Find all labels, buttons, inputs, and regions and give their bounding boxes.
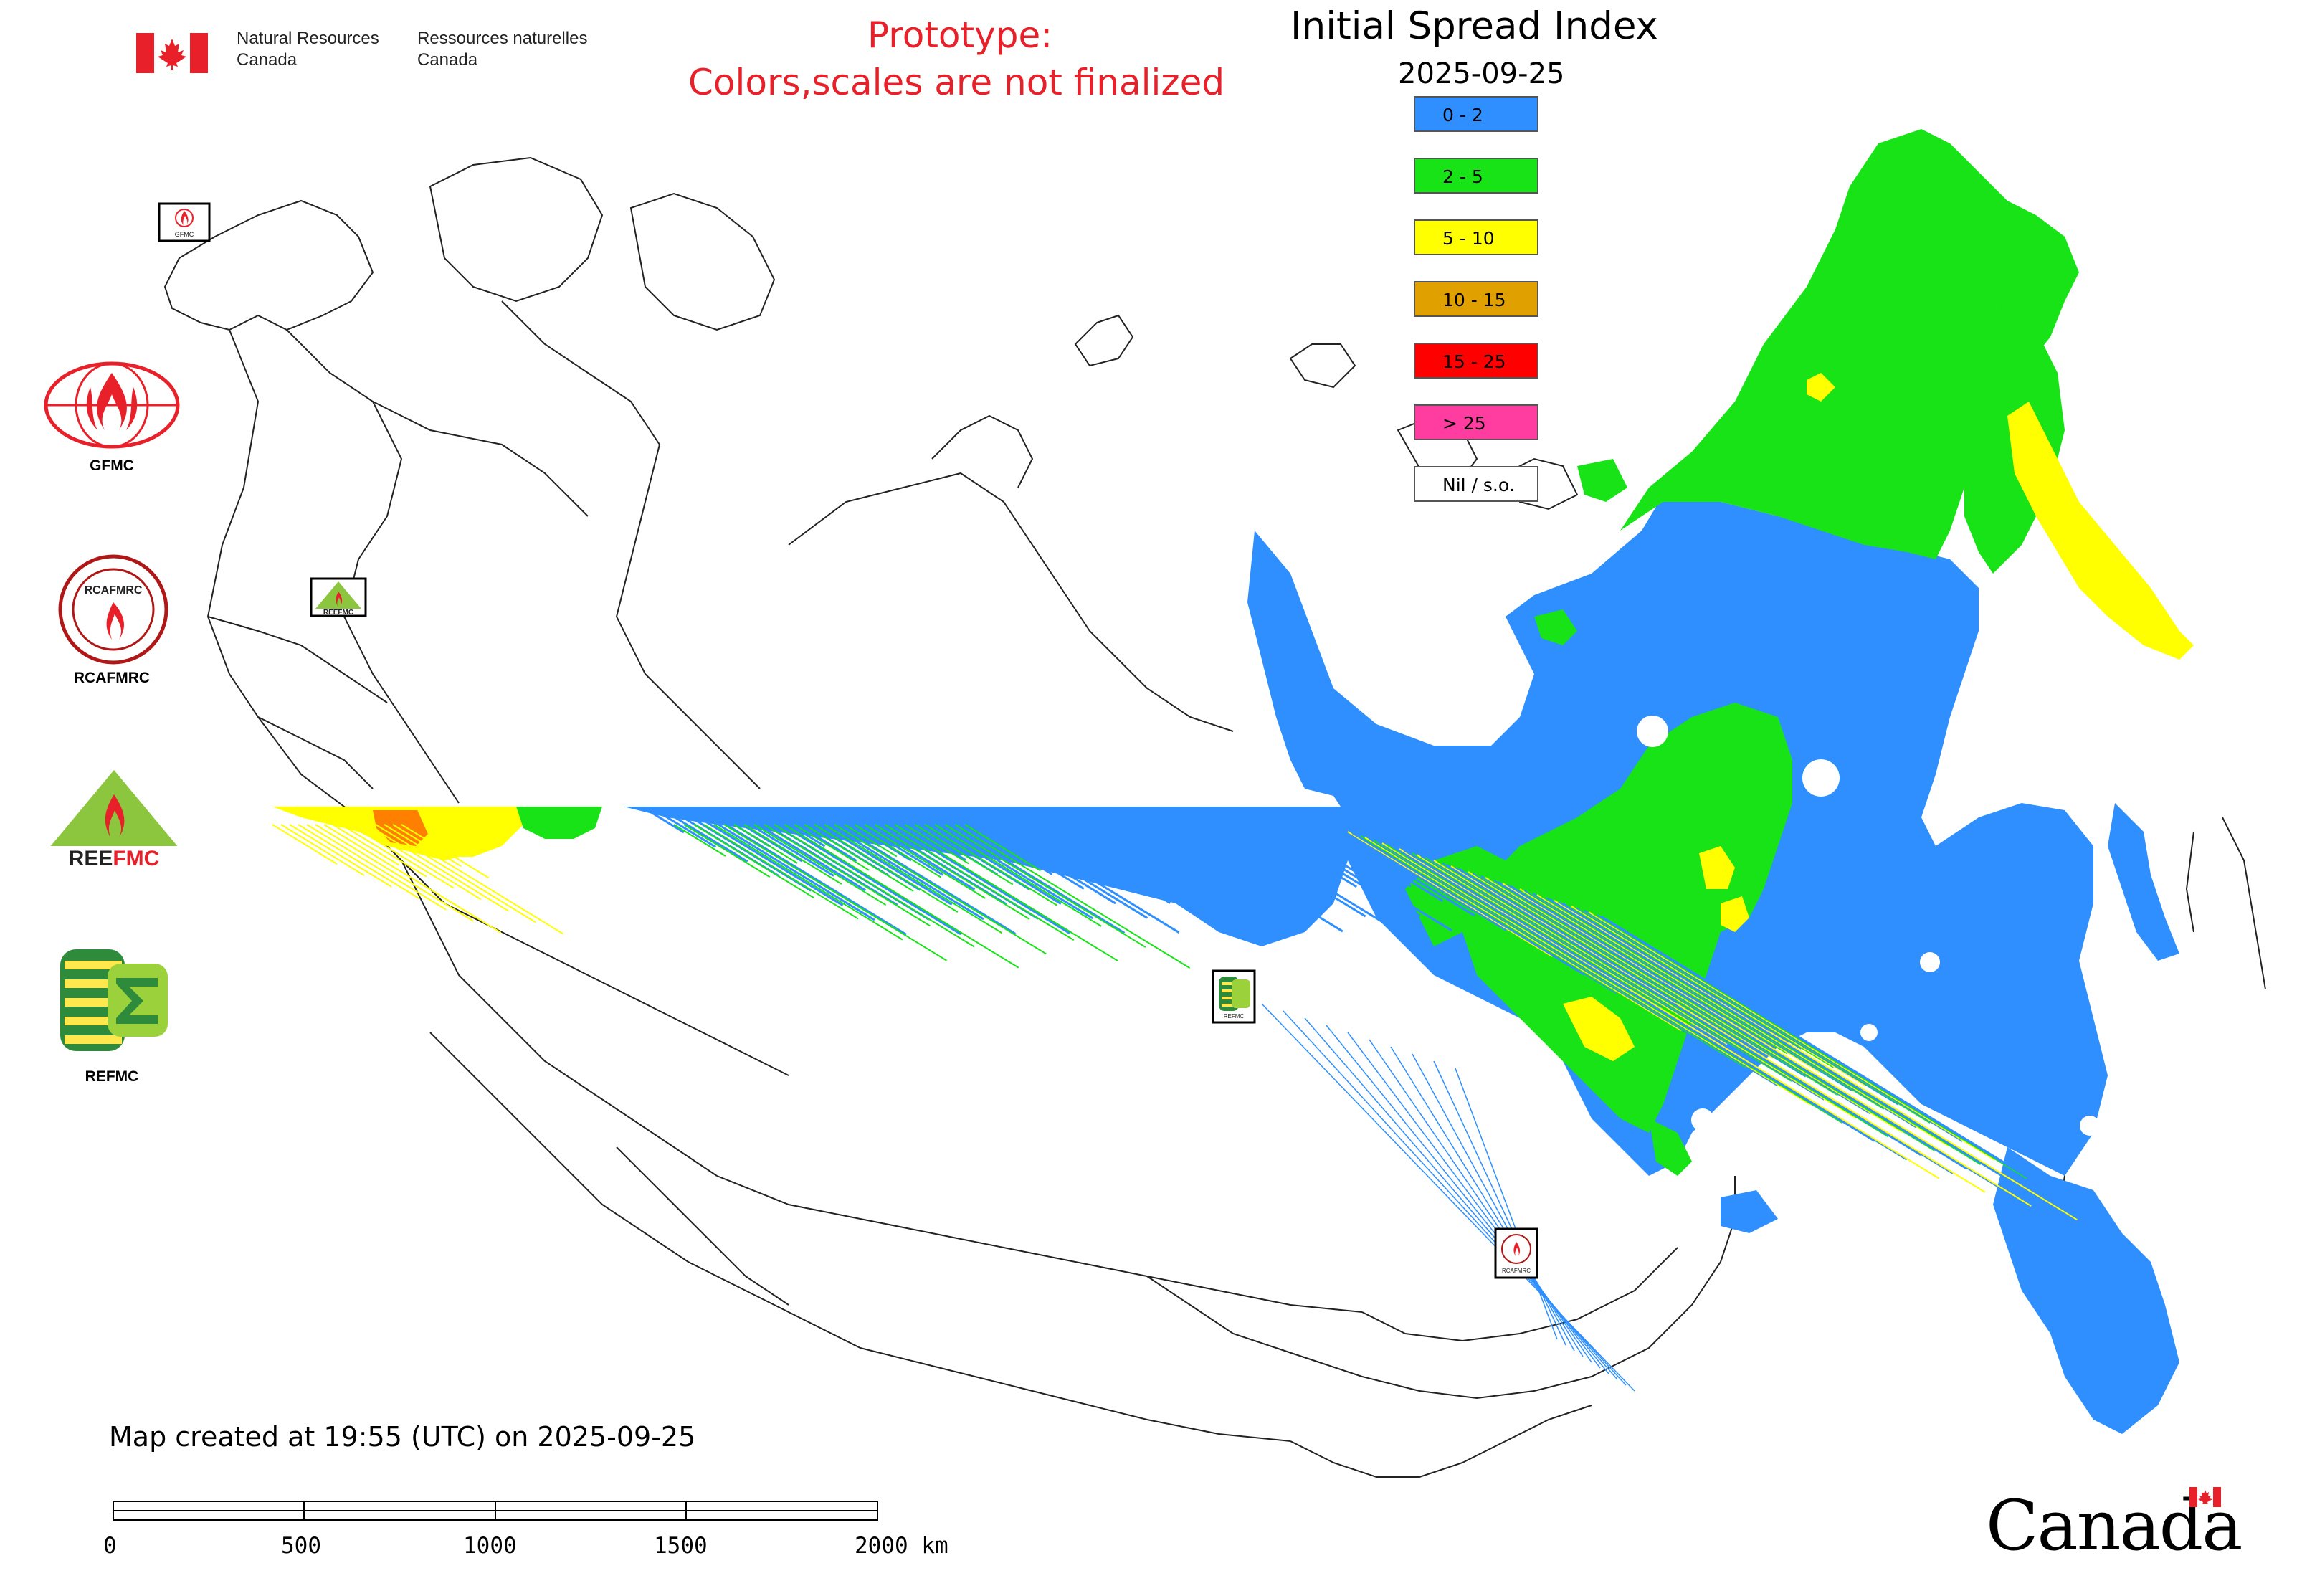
legend-swatch-2: 5 - 10	[1414, 219, 1538, 255]
refmc-logo-label: REFMC	[85, 1068, 139, 1085]
nil-data-spots	[1637, 716, 2100, 1136]
legend-swatch-3: 10 - 15	[1414, 281, 1538, 317]
legend-label-5: > 25	[1442, 413, 1486, 434]
agency-fr-line1: Ressources naturelles	[417, 29, 588, 48]
svg-text:RCAFMRC: RCAFMRC	[85, 584, 143, 597]
isi-class-2-5-region	[1405, 129, 2079, 1176]
western-strip-region	[272, 807, 602, 860]
svg-text:RCAFMRC: RCAFMRC	[1502, 1268, 1531, 1274]
rcafmrc-marker-icon: RCAFMRC	[1494, 1227, 1538, 1279]
svg-text:REEFMC: REEFMC	[69, 847, 160, 870]
admin-boundaries	[163, 156, 2266, 1478]
rcafmrc-seal-icon: RCAFMRC	[58, 554, 168, 665]
legend-label-3: 10 - 15	[1442, 290, 1506, 310]
canada-flag-icon	[136, 33, 208, 73]
legend-swatch-6: Nil / s.o.	[1414, 466, 1538, 502]
scale-label-2000: 2000 km	[855, 1533, 948, 1559]
legend-swatch-4: 15 - 25	[1414, 343, 1538, 379]
scale-label-500: 500	[281, 1533, 321, 1559]
reefmc-triangle-icon: REEFMC	[39, 770, 189, 870]
isi-class-0-2-region	[624, 495, 2179, 1434]
agency-fr-line2: Canada	[417, 50, 478, 70]
scale-bar	[113, 1501, 878, 1521]
legend-swatch-5: > 25	[1414, 404, 1538, 440]
svg-text:REFMC: REFMC	[1224, 1013, 1245, 1020]
legend-label-0: 0 - 2	[1442, 105, 1483, 125]
legend-label-1: 2 - 5	[1442, 166, 1483, 187]
canada-wordmark: Canada	[1986, 1486, 2242, 1566]
agency-en-line2: Canada	[237, 50, 298, 70]
refmc-sigma-icon	[60, 949, 168, 1051]
map-title: Initial Spread Index	[1290, 4, 1658, 48]
gfmc-logo-label: GFMC	[90, 457, 134, 474]
legend-swatch-0: 0 - 2	[1414, 96, 1538, 132]
svg-text:REEFMC: REEFMC	[323, 609, 353, 617]
gfmc-flame-globe-icon	[44, 361, 180, 449]
legend-label-2: 5 - 10	[1442, 228, 1495, 249]
map-date: 2025-09-25	[1398, 57, 1565, 90]
wordmark-flag-icon	[2189, 1487, 2221, 1507]
nrcan-signature: Natural Resources Canada Ressources natu…	[136, 29, 602, 79]
scale-label-0: 0	[103, 1533, 117, 1559]
prototype-notice-line1: Prototype:	[867, 14, 1053, 56]
refmc-marker-icon: REFMC	[1212, 969, 1256, 1024]
agency-en-line1: Natural Resources	[237, 29, 379, 48]
rcafmrc-logo-label: RCAFMRC	[73, 670, 151, 686]
gfmc-marker-icon: GFMC	[158, 202, 211, 242]
svg-text:GFMC: GFMC	[175, 231, 194, 238]
legend-label-6: Nil / s.o.	[1442, 475, 1515, 495]
scale-label-1500: 1500	[654, 1533, 708, 1559]
legend-label-4: 15 - 25	[1442, 351, 1506, 372]
map-created-text: Map created at 19:55 (UTC) on 2025-09-25	[109, 1421, 696, 1453]
reefmc-marker-icon: REEFMC	[310, 577, 367, 617]
prototype-notice-line2: Colors,scales are not finalized	[688, 62, 1225, 103]
scale-label-1000: 1000	[463, 1533, 517, 1559]
projection-streaks	[272, 807, 2092, 1392]
legend-swatch-1: 2 - 5	[1414, 158, 1538, 194]
isi-class-5-10-region	[1563, 373, 2194, 1061]
